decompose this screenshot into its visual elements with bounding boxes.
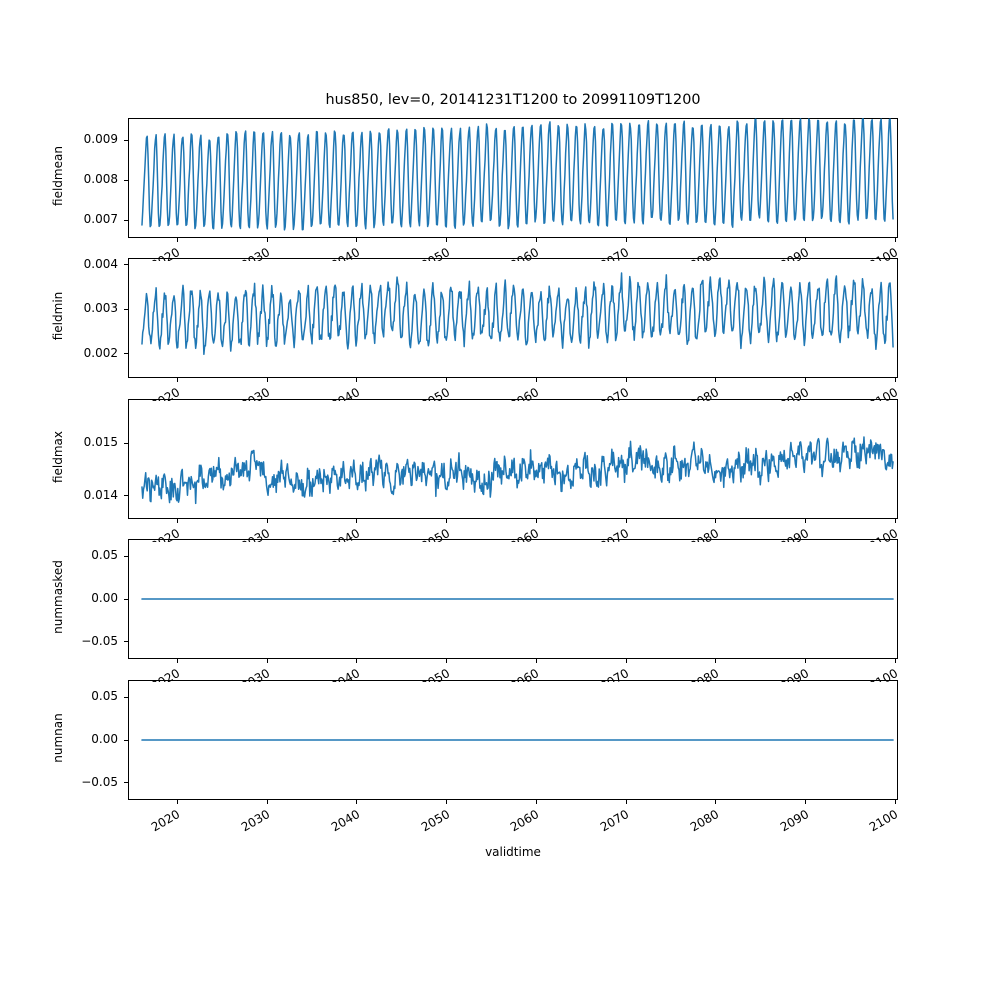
x-tick-mark [446,238,448,242]
y-tick-label: −0.05 [81,633,118,648]
x-tick-mark [625,238,627,242]
y-tick-mark [124,555,128,557]
x-tick-mark [715,800,717,804]
x-tick-mark [266,659,268,663]
x-tick-mark [894,519,896,523]
y-tick-label: 0.004 [83,256,118,271]
y-tick-mark [124,353,128,355]
x-tick-mark [266,238,268,242]
y-tick-label: 0.002 [83,345,118,360]
y-tick-label: 0.00 [91,591,118,605]
plot-panel-nummasked [128,539,898,659]
y-tick-label: 0.008 [83,172,118,186]
x-tick-mark [446,519,448,523]
y-tick-mark [124,739,128,741]
x-tick-mark [894,659,896,663]
x-tick-mark [266,800,268,804]
y-tick-label: 0.00 [91,732,118,746]
x-tick-label: 2090 [777,807,811,835]
y-tick-label: 0.05 [91,548,118,563]
x-tick-mark [805,800,807,804]
y-tick-mark [124,641,128,643]
x-tick-mark [715,378,717,382]
y-tick-mark [124,598,128,600]
x-tick-mark [535,519,537,523]
y-tick-mark [124,782,128,784]
x-tick-mark [356,238,358,242]
x-tick-mark [625,659,627,663]
x-tick-mark [176,378,178,382]
x-tick-mark [894,378,896,382]
x-tick-mark [176,800,178,804]
y-tick-mark [124,139,128,141]
y-tick-mark [124,308,128,310]
x-tick-mark [266,378,268,382]
x-tick-mark [446,800,448,804]
y-tick-mark [124,442,128,444]
x-tick-mark [715,519,717,523]
x-tick-mark [446,378,448,382]
y-tick-mark [124,696,128,698]
x-tick-label: 2080 [687,807,722,835]
plot-panel-fieldmin [128,258,898,378]
x-tick-mark [805,519,807,523]
y-tick-label: 0.009 [83,132,118,146]
x-tick-label: 2050 [418,807,452,835]
x-tick-mark [535,659,537,663]
x-tick-mark [805,238,807,242]
y-tick-label: 0.007 [83,212,118,226]
y-tick-label: −0.05 [81,774,118,789]
x-tick-mark [266,519,268,523]
x-tick-mark [176,519,178,523]
data-line-fieldmean [142,119,893,230]
x-tick-mark [446,659,448,663]
x-tick-mark [715,238,717,242]
x-tick-mark [356,378,358,382]
x-tick-label: 2070 [597,807,632,835]
x-tick-mark [894,238,896,242]
x-tick-mark [356,800,358,804]
x-tick-mark [805,378,807,382]
x-axis-label: validtime [485,845,541,859]
x-tick-mark [625,378,627,382]
plot-panel-numnan [128,680,898,800]
x-tick-mark [625,519,627,523]
x-tick-mark [894,800,896,804]
y-tick-mark [124,179,128,181]
y-tick-label: 0.05 [91,689,118,704]
y-tick-label: 0.015 [83,435,118,450]
figure-title: hus850, lev=0, 20141231T1200 to 20991109… [325,92,701,108]
x-tick-mark [176,659,178,663]
y-tick-mark [124,495,128,497]
x-tick-mark [356,519,358,523]
x-tick-mark [535,238,537,242]
plot-panel-fieldmean [128,118,898,238]
y-tick-label: 0.003 [83,301,118,316]
x-tick-mark [356,659,358,663]
x-tick-mark [176,238,178,242]
x-tick-label: 2060 [508,807,542,835]
x-tick-mark [535,378,537,382]
x-tick-label: 2030 [238,807,273,835]
x-tick-mark [715,659,717,663]
y-tick-mark [124,264,128,266]
y-tick-label: 0.014 [83,487,118,502]
y-tick-mark [124,219,128,221]
x-tick-label: 2100 [867,807,901,835]
x-tick-mark [805,659,807,663]
x-tick-mark [625,800,627,804]
x-tick-label: 2040 [328,807,363,835]
x-tick-label: 2020 [149,807,183,835]
data-line-fieldmin [142,273,893,354]
x-tick-mark [535,800,537,804]
plot-panel-fieldmax [128,399,898,519]
data-line-fieldmax [142,437,893,503]
